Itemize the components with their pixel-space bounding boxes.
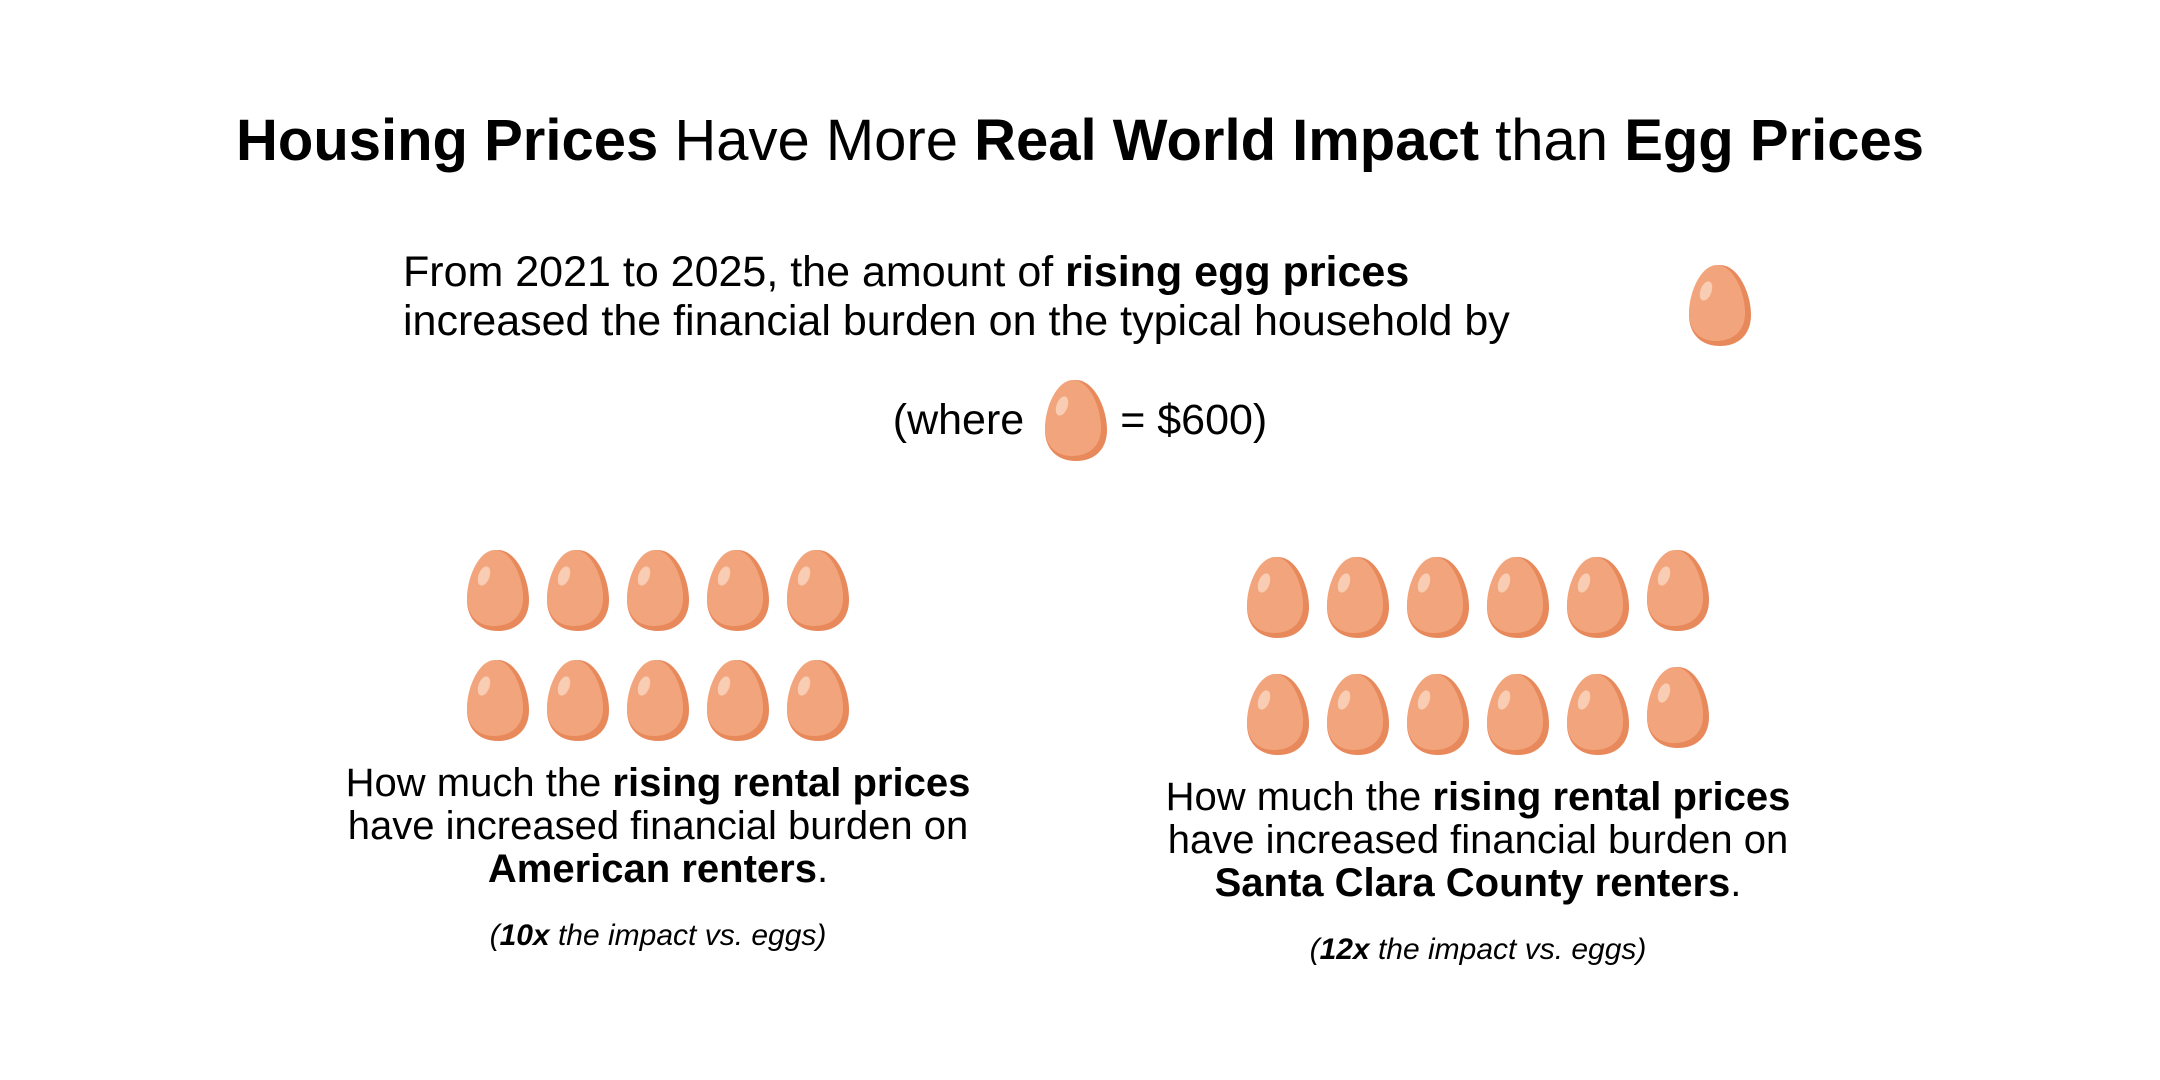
egg-icon (706, 658, 770, 742)
egg-icon (626, 658, 690, 742)
panel-santa-clara-renters: How much the rising rental prices have i… (1118, 548, 1838, 968)
title-part-than: than (1479, 108, 1625, 173)
intro-text: From 2021 to 2025, the amount of rising … (403, 248, 1703, 346)
egg-grid (1118, 548, 1838, 756)
egg-icon (546, 658, 610, 742)
caption-highlight-santa-clara-county-renters: Santa Clara County renters (1214, 861, 1731, 905)
egg-icon (1246, 555, 1310, 639)
intro-highlight-rising-egg-prices: rising egg prices (1065, 248, 1410, 296)
egg-icon (1246, 672, 1310, 756)
legend-prefix: (where (892, 396, 1025, 444)
note-multiplier: 12x (1319, 933, 1370, 966)
caption-text: have increased financial burden on (347, 804, 969, 848)
caption-text: How much the (1165, 775, 1433, 819)
egg-icon (706, 548, 770, 632)
egg-legend: (where = $600) (0, 378, 2160, 462)
egg-icon (1406, 555, 1470, 639)
page-title: Housing Prices Have More Real World Impa… (0, 105, 2160, 177)
egg-icon (1326, 555, 1390, 639)
egg-icon (1646, 665, 1710, 749)
egg-icon (1566, 555, 1630, 639)
egg-row (466, 658, 850, 742)
egg-icon (466, 548, 530, 632)
intro-line-2: increased the financial burden on the ty… (403, 297, 1510, 345)
egg-icon (1566, 672, 1630, 756)
intro-line-1: From 2021 to 2025, the amount of rising … (403, 248, 1703, 297)
title-part-housing-prices: Housing Prices (236, 108, 659, 173)
egg-icon (1486, 555, 1550, 639)
egg-icon (1044, 378, 1108, 462)
caption-text: have increased financial burden on (1167, 818, 1789, 862)
note-text: the impact vs. eggs) (549, 919, 827, 952)
panel-american-renters: How much the rising rental prices have i… (338, 548, 978, 954)
egg-icon (466, 658, 530, 742)
egg-icon (786, 548, 850, 632)
note-text: the impact vs. eggs) (1369, 933, 1647, 966)
note-open-paren: ( (1309, 933, 1320, 966)
egg-icon (1326, 672, 1390, 756)
egg-icon (1688, 263, 1752, 352)
caption-highlight-american-renters: American renters (487, 847, 817, 891)
title-part-real-world-impact: Real World Impact (974, 108, 1480, 173)
intro-line-1-text: From 2021 to 2025, the amount of (403, 248, 1066, 296)
panel-note: (10x the impact vs. eggs) (338, 918, 978, 954)
panel-caption: How much the rising rental prices have i… (338, 762, 978, 891)
title-part-connector: Have More (658, 108, 975, 173)
egg-icon (1406, 672, 1470, 756)
egg-icon (1486, 672, 1550, 756)
panel-caption: How much the rising rental prices have i… (1118, 776, 1838, 905)
egg-row (466, 548, 850, 632)
egg-row (1246, 665, 1710, 756)
note-multiplier: 10x (499, 919, 550, 952)
caption-highlight-rising-rental-prices: rising rental prices (1432, 775, 1791, 819)
caption-period: . (816, 847, 829, 891)
egg-row (1246, 548, 1710, 639)
caption-highlight-rising-rental-prices: rising rental prices (612, 761, 971, 805)
note-open-paren: ( (489, 919, 500, 952)
egg-grid (338, 548, 978, 742)
egg-icon (546, 548, 610, 632)
egg-icon (1646, 548, 1710, 632)
title-part-egg-prices: Egg Prices (1624, 108, 1924, 173)
panel-note: (12x the impact vs. eggs) (1118, 932, 1838, 968)
egg-icon (786, 658, 850, 742)
legend-value: = $600) (1120, 396, 1268, 444)
egg-icon (626, 548, 690, 632)
caption-text: How much the (345, 761, 613, 805)
caption-period: . (1730, 861, 1742, 905)
